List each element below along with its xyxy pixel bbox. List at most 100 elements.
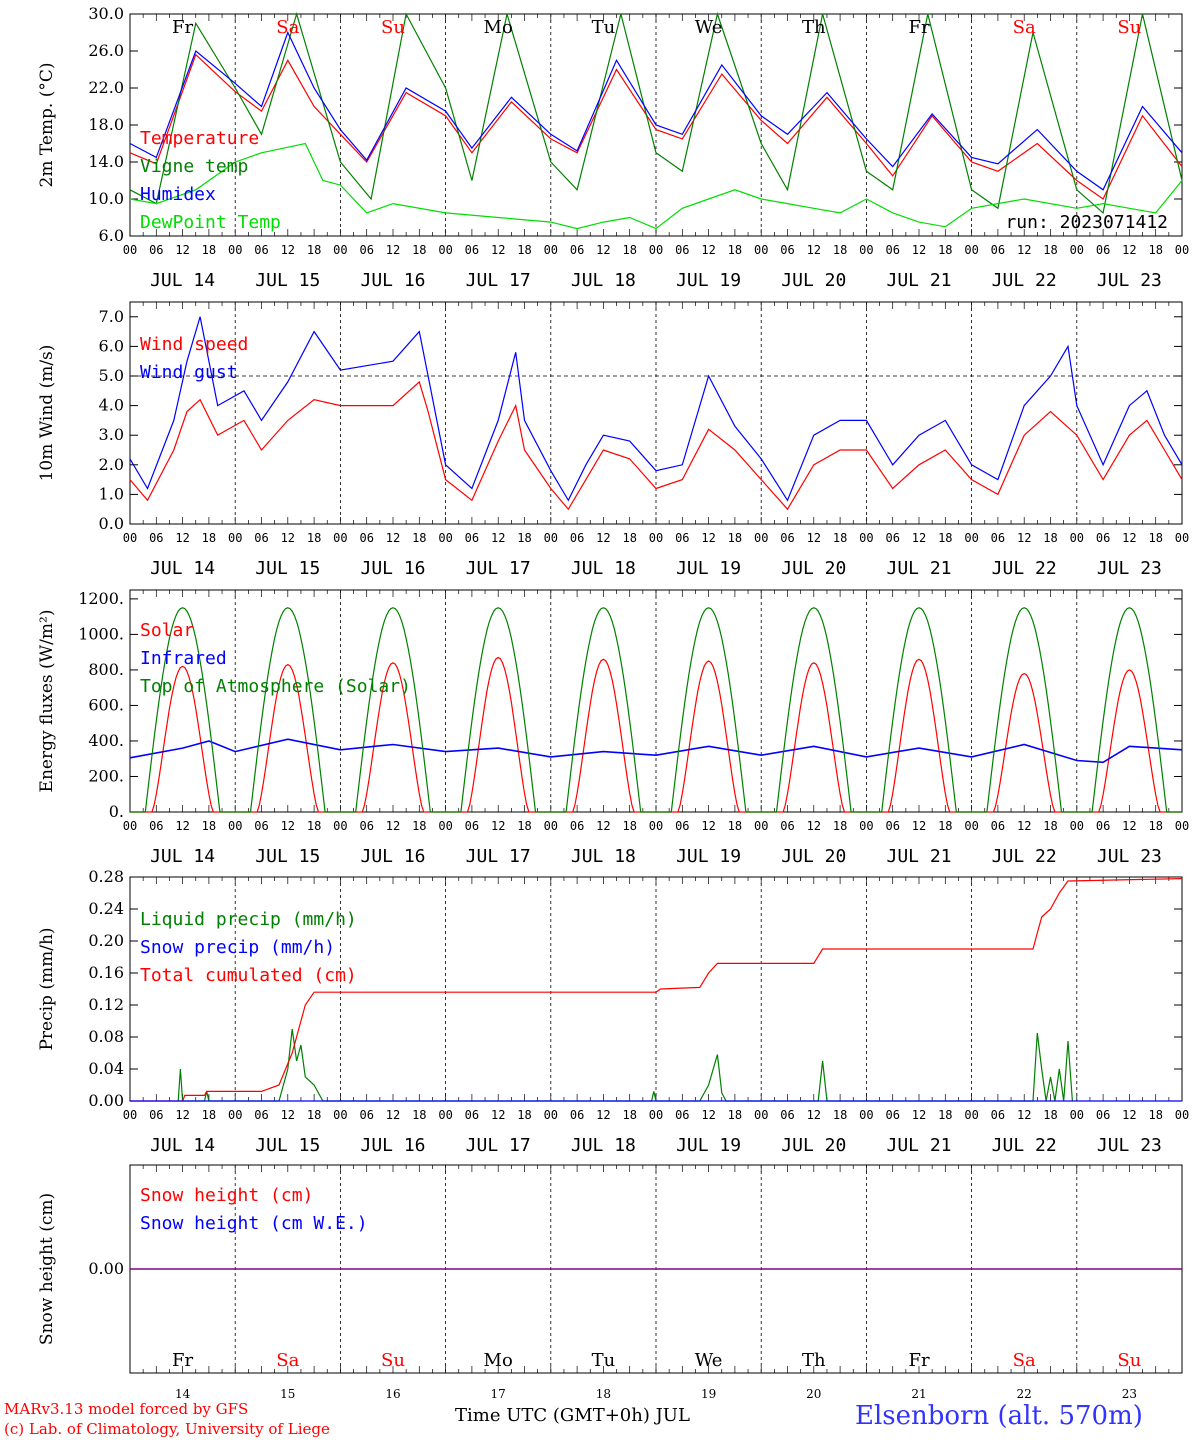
temp-hour-label: 00 xyxy=(964,243,978,257)
precip-date-label: JUL 17 xyxy=(466,1135,531,1156)
wind-hour-label: 06 xyxy=(885,531,899,545)
wind-y-tick-label: 2.0 xyxy=(99,455,124,474)
energy-date-label: JUL 23 xyxy=(1097,846,1162,867)
x-axis-title: Time UTC (GMT+0h) JUL xyxy=(455,1405,690,1426)
temp-hour-label: 00 xyxy=(649,243,663,257)
energy-legend-entry: Solar xyxy=(140,620,194,641)
temp-hour-label: 12 xyxy=(1122,243,1136,257)
precip-series-line xyxy=(177,1028,1073,1102)
wind-y-axis-label: 10m Wind (m/s) xyxy=(37,345,57,482)
temp-legend-entry: DewPoint Temp xyxy=(140,212,281,233)
snow-day-number: 22 xyxy=(1017,1387,1032,1401)
energy-hour-label: 12 xyxy=(701,819,715,833)
wind-y-tick-label: 3.0 xyxy=(99,425,124,444)
energy-hour-label: 18 xyxy=(833,819,847,833)
precip-y-tick-label: 0.28 xyxy=(88,867,124,886)
run-label: run: 2023071412 xyxy=(1005,212,1168,233)
wind-legend-entry: Wind gust xyxy=(140,362,238,383)
energy-hour-label: 18 xyxy=(202,819,216,833)
energy-y-tick-label: 800. xyxy=(88,660,124,679)
temp-hour-label: 12 xyxy=(596,243,610,257)
energy-hour-label: 18 xyxy=(622,819,636,833)
temp-date-label: JUL 20 xyxy=(781,270,846,291)
temp-weekday-label: Th xyxy=(802,17,826,38)
energy-hour-label: 12 xyxy=(912,819,926,833)
energy-hour-label: 00 xyxy=(1070,819,1084,833)
temp-series-line xyxy=(129,53,1183,200)
wind-date-label: JUL 18 xyxy=(571,558,636,579)
precip-date-label: JUL 19 xyxy=(676,1135,741,1156)
temp-hour-label: 18 xyxy=(833,243,847,257)
precip-hour-label: 12 xyxy=(701,1108,715,1122)
temp-hour-label: 06 xyxy=(254,243,268,257)
temp-date-label: JUL 15 xyxy=(255,270,320,291)
energy-y-tick-label: 600. xyxy=(88,695,124,714)
wind-hour-label: 18 xyxy=(412,531,426,545)
precip-y-axis-label: Precip (mm/h) xyxy=(37,927,57,1050)
precip-date-label: JUL 16 xyxy=(360,1135,425,1156)
temp-legend-entry: Humidex xyxy=(140,184,216,205)
wind-legend-entry: Wind speed xyxy=(140,334,248,355)
snow-weekday-label: We xyxy=(695,1350,723,1371)
wind-hour-label: 12 xyxy=(912,531,926,545)
precip-hour-label: 18 xyxy=(938,1108,952,1122)
energy-hour-label: 06 xyxy=(885,819,899,833)
wind-date-label: JUL 20 xyxy=(781,558,846,579)
wind-date-label: JUL 16 xyxy=(360,558,425,579)
wind-hour-label: 06 xyxy=(254,531,268,545)
precip-date-label: JUL 21 xyxy=(886,1135,951,1156)
precip-hour-label: 18 xyxy=(412,1108,426,1122)
precip-hour-label: 06 xyxy=(991,1108,1005,1122)
precip-hour-label: 18 xyxy=(1148,1108,1162,1122)
energy-hour-label: 12 xyxy=(807,819,821,833)
wind-hour-label: 00 xyxy=(438,531,452,545)
wind-hour-label: 06 xyxy=(780,531,794,545)
energy-hour-label: 00 xyxy=(333,819,347,833)
energy-hour-label: 06 xyxy=(149,819,163,833)
temp-date-label: JUL 22 xyxy=(992,270,1057,291)
energy-hour-label: 12 xyxy=(1017,819,1031,833)
wind-y-tick-label: 1.0 xyxy=(99,484,124,503)
temp-hour-label: 12 xyxy=(281,243,295,257)
snow-weekday-label: Th xyxy=(802,1350,826,1371)
snow-day-number: 14 xyxy=(175,1387,191,1401)
wind-date-label: JUL 15 xyxy=(255,558,320,579)
precip-series-line xyxy=(130,878,1183,1102)
wind-hour-label: 18 xyxy=(517,531,531,545)
temp-hour-label: 12 xyxy=(175,243,189,257)
energy-hour-label: 12 xyxy=(175,819,189,833)
temp-series-line xyxy=(129,142,1183,230)
wind-hour-label: 00 xyxy=(964,531,978,545)
energy-hour-label: 00 xyxy=(1175,819,1189,833)
precip-hour-label: 06 xyxy=(570,1108,584,1122)
temp-date-label: JUL 17 xyxy=(466,270,531,291)
temp-hour-label: 00 xyxy=(1175,243,1189,257)
energy-hour-label: 18 xyxy=(1148,819,1162,833)
snow-legend-entry: Snow height (cm W.E.) xyxy=(140,1213,368,1234)
precip-date-label: JUL 15 xyxy=(255,1135,320,1156)
temp-y-axis-label: 2m Temp. (°C) xyxy=(37,62,57,187)
temp-hour-label: 00 xyxy=(754,243,768,257)
wind-date-label: JUL 17 xyxy=(466,558,531,579)
wind-hour-label: 00 xyxy=(649,531,663,545)
wind-hour-label: 06 xyxy=(675,531,689,545)
wind-series-line xyxy=(129,316,1183,502)
wind-hour-label: 18 xyxy=(1148,531,1162,545)
snow-day-number: 23 xyxy=(1122,1387,1137,1401)
temp-legend-entry: Vigne temp xyxy=(140,156,248,177)
wind-hour-label: 12 xyxy=(175,531,189,545)
wind-y-tick-label: 4.0 xyxy=(99,396,124,415)
wind-hour-label: 06 xyxy=(1096,531,1110,545)
energy-hour-label: 12 xyxy=(281,819,295,833)
wind-series-line xyxy=(129,380,1183,511)
temp-hour-label: 18 xyxy=(938,243,952,257)
temp-y-tick-label: 6.0 xyxy=(99,226,124,245)
energy-date-label: JUL 22 xyxy=(992,846,1057,867)
precip-hour-label: 00 xyxy=(1070,1108,1084,1122)
temp-y-tick-label: 10.0 xyxy=(88,189,124,208)
precip-hour-label: 00 xyxy=(754,1108,768,1122)
wind-date-label: JUL 14 xyxy=(150,558,215,579)
wind-hour-label: 18 xyxy=(1043,531,1057,545)
energy-hour-label: 06 xyxy=(465,819,479,833)
legends: Temperature Vigne temp Humidex DewPoint Tem… xyxy=(140,128,411,1234)
